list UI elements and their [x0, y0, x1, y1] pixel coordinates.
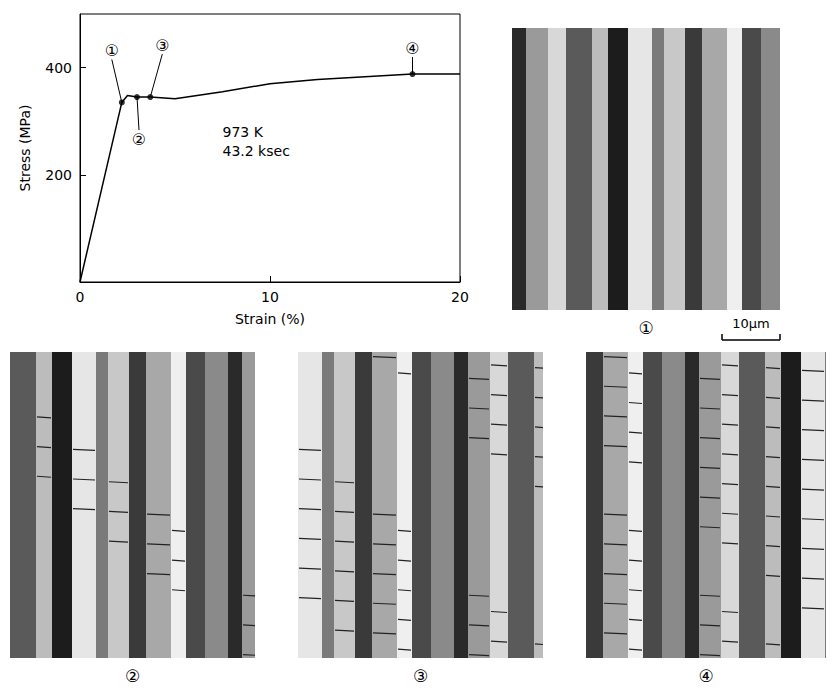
svg-text:973 K: 973 K	[223, 124, 264, 140]
svg-text:Strain (%): Strain (%)	[235, 311, 305, 327]
svg-text:20: 20	[451, 289, 469, 305]
html-text:③: ③	[412, 666, 429, 686]
html-text:④: ④	[698, 666, 714, 686]
html-text:①: ①	[638, 318, 654, 338]
svg-text:10: 10	[261, 289, 279, 305]
svg-text:43.2 ksec: 43.2 ksec	[223, 143, 290, 159]
svg-text:①: ①	[105, 41, 119, 60]
html-text:10μm: 10μm	[732, 316, 770, 331]
svg-text:③: ③	[155, 36, 169, 55]
svg-text:Stress (MPa): Stress (MPa)	[17, 105, 33, 192]
svg-text:400: 400	[45, 60, 72, 76]
html-text:②: ②	[124, 666, 141, 686]
svg-text:200: 200	[45, 167, 72, 183]
svg-text:②: ②	[132, 130, 146, 149]
svg-text:④: ④	[405, 39, 419, 58]
svg-text:0: 0	[76, 289, 85, 305]
